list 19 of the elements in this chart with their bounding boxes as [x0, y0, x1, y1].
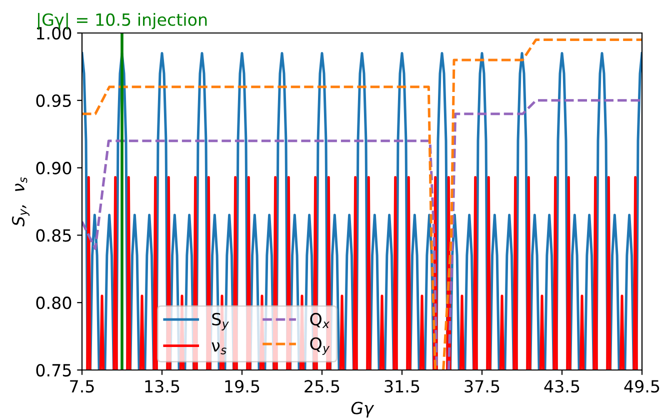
- x-tick-label: 13.5: [145, 380, 180, 393]
- y-tick-label: 0.95: [36, 94, 71, 107]
- x-tick-label: 43.5: [544, 380, 580, 393]
- series-label: S$_{y}$: [212, 312, 229, 330]
- series-label: ν$_{s}$: [212, 342, 226, 354]
- y-tick-label: 0.85: [36, 229, 71, 242]
- x-tick-label: 25.5: [304, 380, 340, 393]
- x-tick-label: 31.5: [384, 380, 420, 393]
- y-tick-label: 0.75: [36, 364, 71, 377]
- x-tick-label: 49.5: [624, 380, 660, 393]
- x-axis-title: Gγ: [351, 402, 374, 418]
- y-tick-label: 0.80: [36, 296, 72, 310]
- legend-label: Q$_{y}$: [310, 337, 330, 355]
- y-axis-title: S$_{y}$, ν$_{s}$: [12, 177, 30, 226]
- legend-label: Q$_{x}$: [310, 312, 330, 328]
- x-tick-label: 37.5: [464, 380, 500, 393]
- y-tick-label: 0.90: [36, 162, 72, 174]
- x-tick-label: 19.5: [225, 380, 260, 393]
- x-tick-label: 7.5: [70, 380, 94, 393]
